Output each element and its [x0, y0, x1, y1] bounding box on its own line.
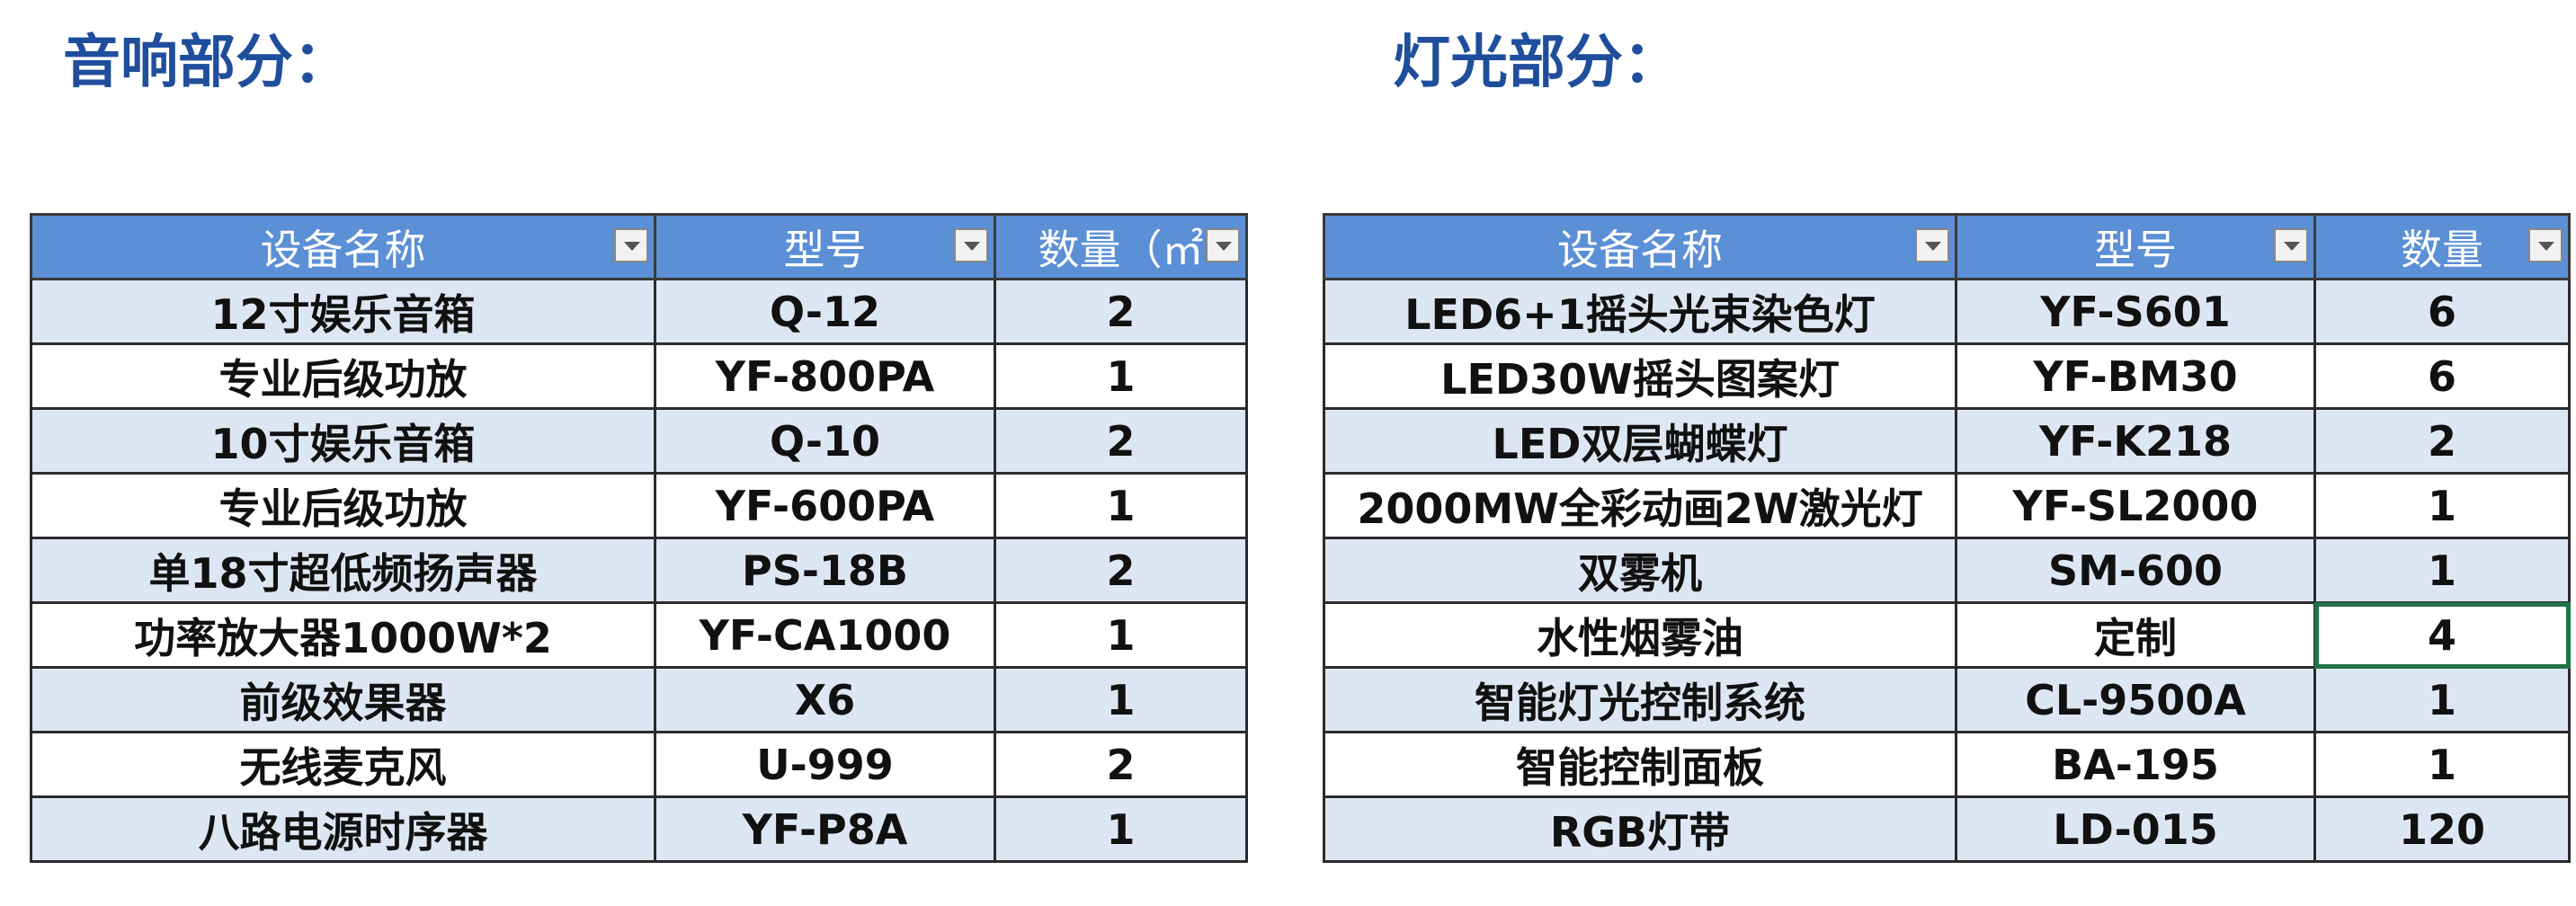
data-row: 智能灯光控制系统 CL-9500A 1	[1323, 666, 2571, 733]
data-row: LED30W摇头图案灯 YF-BM30 6	[1323, 342, 2571, 410]
cell: 2	[994, 278, 1248, 345]
cell: 1	[994, 472, 1248, 539]
cell: YF-SL2000	[1955, 472, 2316, 539]
data-row: 专业后级功放 YF-600PA 1	[30, 472, 1248, 539]
cell: YF-S601	[1955, 278, 2316, 345]
header-cell: 数量	[2313, 213, 2571, 280]
data-row: LED6+1摇头光束染色灯 YF-S601 6	[1323, 278, 2571, 345]
cell: 双雾机	[1323, 537, 1957, 604]
cell: 1	[2313, 537, 2571, 604]
cell: CL-9500A	[1955, 666, 2316, 733]
cell: YF-600PA	[654, 472, 996, 539]
audio-table: 设备名称 型号 数量（㎡ 12寸娱乐音箱 Q-12 2 专业后级功放 YF-800PA 1 10寸…	[30, 213, 1248, 863]
filter-button[interactable]	[2528, 228, 2563, 262]
filter-button[interactable]	[2274, 228, 2308, 262]
cell: YF-CA1000	[654, 601, 996, 669]
header-cell: 型号	[1955, 213, 2316, 280]
cell: 八路电源时序器	[30, 795, 656, 863]
cell: RGB灯带	[1323, 795, 1957, 863]
cell: LED30W摇头图案灯	[1323, 342, 1957, 410]
cell: 6	[2313, 278, 2571, 345]
lighting-table: 设备名称 型号 数量 LED6+1摇头光束染色灯 YF-S601 6 LED30W摇头图案灯…	[1323, 213, 2571, 863]
data-row: 水性烟雾油 定制 4	[1323, 601, 2571, 669]
data-row: 前级效果器 X6 1	[30, 666, 1248, 733]
cell: SM-600	[1955, 537, 2316, 604]
cell: 前级效果器	[30, 666, 656, 733]
cell: YF-800PA	[654, 342, 996, 410]
cell: 10寸娱乐音箱	[30, 407, 656, 475]
audio-title: 音响部分：	[63, 30, 351, 96]
header-row: 设备名称 型号 数量	[1323, 213, 2571, 280]
data-row: 双雾机 SM-600 1	[1323, 537, 2571, 604]
cell: Q-12	[654, 278, 996, 345]
cell: 1	[994, 666, 1248, 733]
cell: 6	[2313, 342, 2571, 410]
cell: 定制	[1955, 601, 2316, 669]
cell: LD-015	[1955, 795, 2316, 863]
cell: 1	[2313, 472, 2571, 539]
cell: X6	[654, 666, 996, 733]
cell: 2000MW全彩动画2W激光灯	[1323, 472, 1957, 539]
filter-button[interactable]	[1915, 228, 1949, 262]
cell: BA-195	[1955, 731, 2316, 798]
cell: 单18寸超低频扬声器	[30, 537, 656, 604]
cell: YF-BM30	[1955, 342, 2316, 410]
header-cell: 数量（㎡	[994, 213, 1248, 280]
cell: 专业后级功放	[30, 472, 656, 539]
cell: Q-10	[654, 407, 996, 475]
header-row: 设备名称 型号 数量（㎡	[30, 213, 1248, 280]
cell: LED双层蝴蝶灯	[1323, 407, 1957, 475]
cell: 4	[2313, 601, 2571, 669]
cell: 1	[994, 342, 1248, 410]
cell: U-999	[654, 731, 996, 798]
cell: 2	[2313, 407, 2571, 475]
cell: 1	[994, 795, 1248, 863]
data-row: 智能控制面板 BA-195 1	[1323, 731, 2571, 798]
data-row: 无线麦克风 U-999 2	[30, 731, 1248, 798]
cell: PS-18B	[654, 537, 996, 604]
lighting-title: 灯光部分：	[1393, 30, 1680, 96]
data-row: 功率放大器1000W*2 YF-CA1000 1	[30, 601, 1248, 669]
cell: 1	[2313, 666, 2571, 733]
cell: 智能灯光控制系统	[1323, 666, 1957, 733]
cell: LED6+1摇头光束染色灯	[1323, 278, 1957, 345]
data-row: 八路电源时序器 YF-P8A 1	[30, 795, 1248, 863]
cell: YF-K218	[1955, 407, 2316, 475]
header-cell: 设备名称	[30, 213, 656, 280]
cell: 2	[994, 407, 1248, 475]
cell: 120	[2313, 795, 2571, 863]
cell: 功率放大器1000W*2	[30, 601, 656, 669]
data-row: 12寸娱乐音箱 Q-12 2	[30, 278, 1248, 345]
cell: 智能控制面板	[1323, 731, 1957, 798]
cell: YF-P8A	[654, 795, 996, 863]
data-row: 专业后级功放 YF-800PA 1	[30, 342, 1248, 410]
filter-button[interactable]	[954, 228, 988, 262]
filter-button[interactable]	[614, 228, 648, 262]
cell: 2	[994, 731, 1248, 798]
cell: 1	[994, 601, 1248, 669]
header-cell: 设备名称	[1323, 213, 1957, 280]
cell: 1	[2313, 731, 2571, 798]
cell: 12寸娱乐音箱	[30, 278, 656, 345]
cell: 专业后级功放	[30, 342, 656, 410]
data-row: 单18寸超低频扬声器 PS-18B 2	[30, 537, 1248, 604]
cell: 2	[994, 537, 1248, 604]
data-row: RGB灯带 LD-015 120	[1323, 795, 2571, 863]
cell: 水性烟雾油	[1323, 601, 1957, 669]
filter-button[interactable]	[1206, 228, 1240, 262]
header-cell: 型号	[654, 213, 996, 280]
data-row: 10寸娱乐音箱 Q-10 2	[30, 407, 1248, 475]
cell: 无线麦克风	[30, 731, 656, 798]
data-row: 2000MW全彩动画2W激光灯 YF-SL2000 1	[1323, 472, 2571, 539]
data-row: LED双层蝴蝶灯 YF-K218 2	[1323, 407, 2571, 475]
